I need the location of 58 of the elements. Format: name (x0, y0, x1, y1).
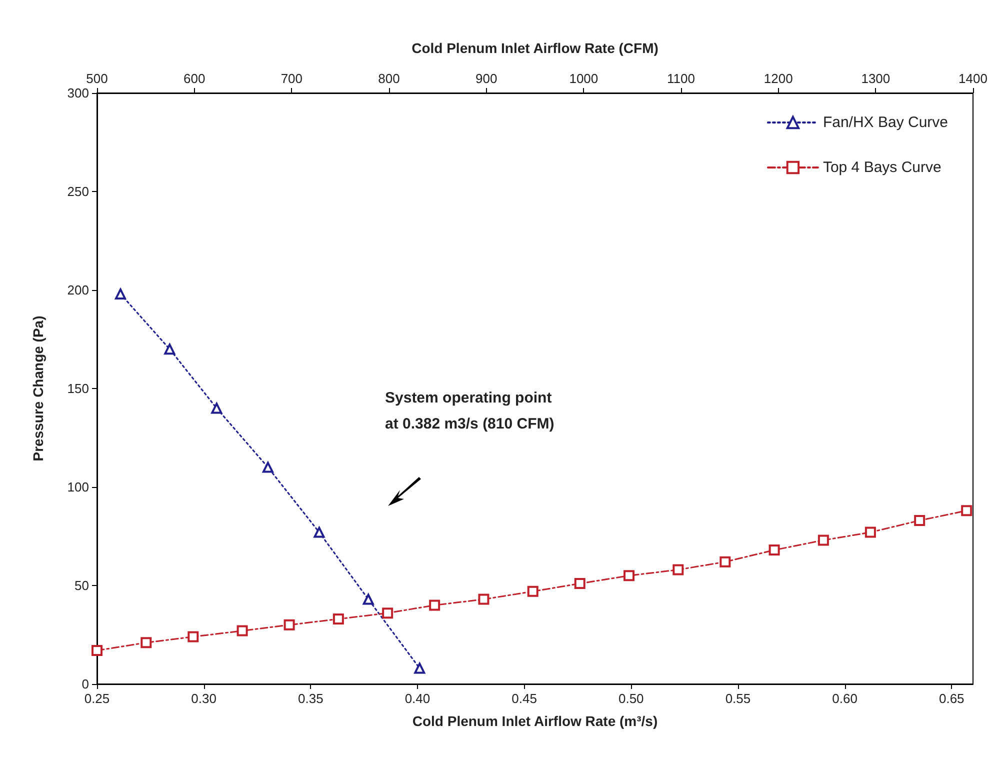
legend-label: Fan/HX Bay Curve (822, 114, 948, 131)
point (115, 288, 126, 300)
x-tick-label: 0.35 (298, 691, 324, 706)
point (478, 594, 490, 605)
x-tick-label: 0.25 (84, 691, 110, 706)
point (92, 645, 102, 656)
point (768, 544, 780, 556)
x-tick-label: 0.65 (938, 691, 964, 706)
point (188, 631, 199, 642)
x-tick-label: 0.60 (832, 691, 858, 706)
x2-tick-label: 1000 (569, 71, 598, 86)
x2-tick-label: 1200 (764, 71, 793, 86)
y-tick-label: 200 (67, 282, 89, 298)
point (574, 578, 586, 590)
x-tick-label: 0.30 (191, 691, 216, 706)
point (818, 534, 829, 546)
x-tick-label: 0.45 (512, 691, 537, 706)
point (720, 556, 731, 568)
point (284, 619, 295, 630)
y-tick-label: 300 (67, 86, 89, 100)
point (382, 608, 394, 619)
point (624, 570, 635, 582)
x-axis-title: Cold Plenum Inlet Airflow Rate (m³/s) (412, 713, 658, 729)
point (164, 344, 176, 355)
point (236, 625, 248, 636)
point (961, 505, 972, 516)
x2-tick-label: 900 (475, 71, 498, 86)
x2-tick-label: 700 (280, 71, 303, 86)
point (140, 637, 152, 648)
x2-axis-title: Cold Plenum Inlet Airflow Rate (CFM) (412, 40, 658, 56)
y-tick-label: 250 (67, 184, 89, 199)
x2-tick-label: 1400 (958, 71, 988, 86)
y-tick-label: 100 (67, 480, 89, 494)
x2-tick-label: 1100 (667, 71, 695, 86)
x2-tick-label: 600 (183, 71, 206, 86)
point (362, 594, 374, 605)
point (332, 613, 344, 624)
x2-tick-label: 800 (378, 71, 400, 86)
point (527, 586, 538, 597)
point (672, 564, 684, 576)
point (429, 600, 440, 611)
y-tick-label: 150 (67, 381, 89, 396)
point (262, 462, 274, 473)
y-axis-title: Pressure Change (Pa) (30, 316, 46, 462)
point (314, 526, 325, 538)
point (864, 526, 876, 538)
x-tick-label: 0.50 (618, 691, 644, 706)
x-tick-label: 0.40 (404, 691, 430, 706)
annotation: System operating point at 0.382 m3/s (810 CFM) (385, 390, 554, 432)
point (914, 514, 926, 526)
x-tick-label: 0.55 (725, 691, 751, 706)
y-tick-label: 0 (82, 676, 89, 692)
y-tick-label: 50 (74, 578, 89, 593)
x2-tick-label: 1300 (861, 71, 890, 86)
x2-tick-label: 500 (86, 71, 108, 86)
point (414, 662, 426, 674)
point (211, 402, 222, 414)
legend-label: Top 4 Bays Curve (822, 159, 942, 176)
